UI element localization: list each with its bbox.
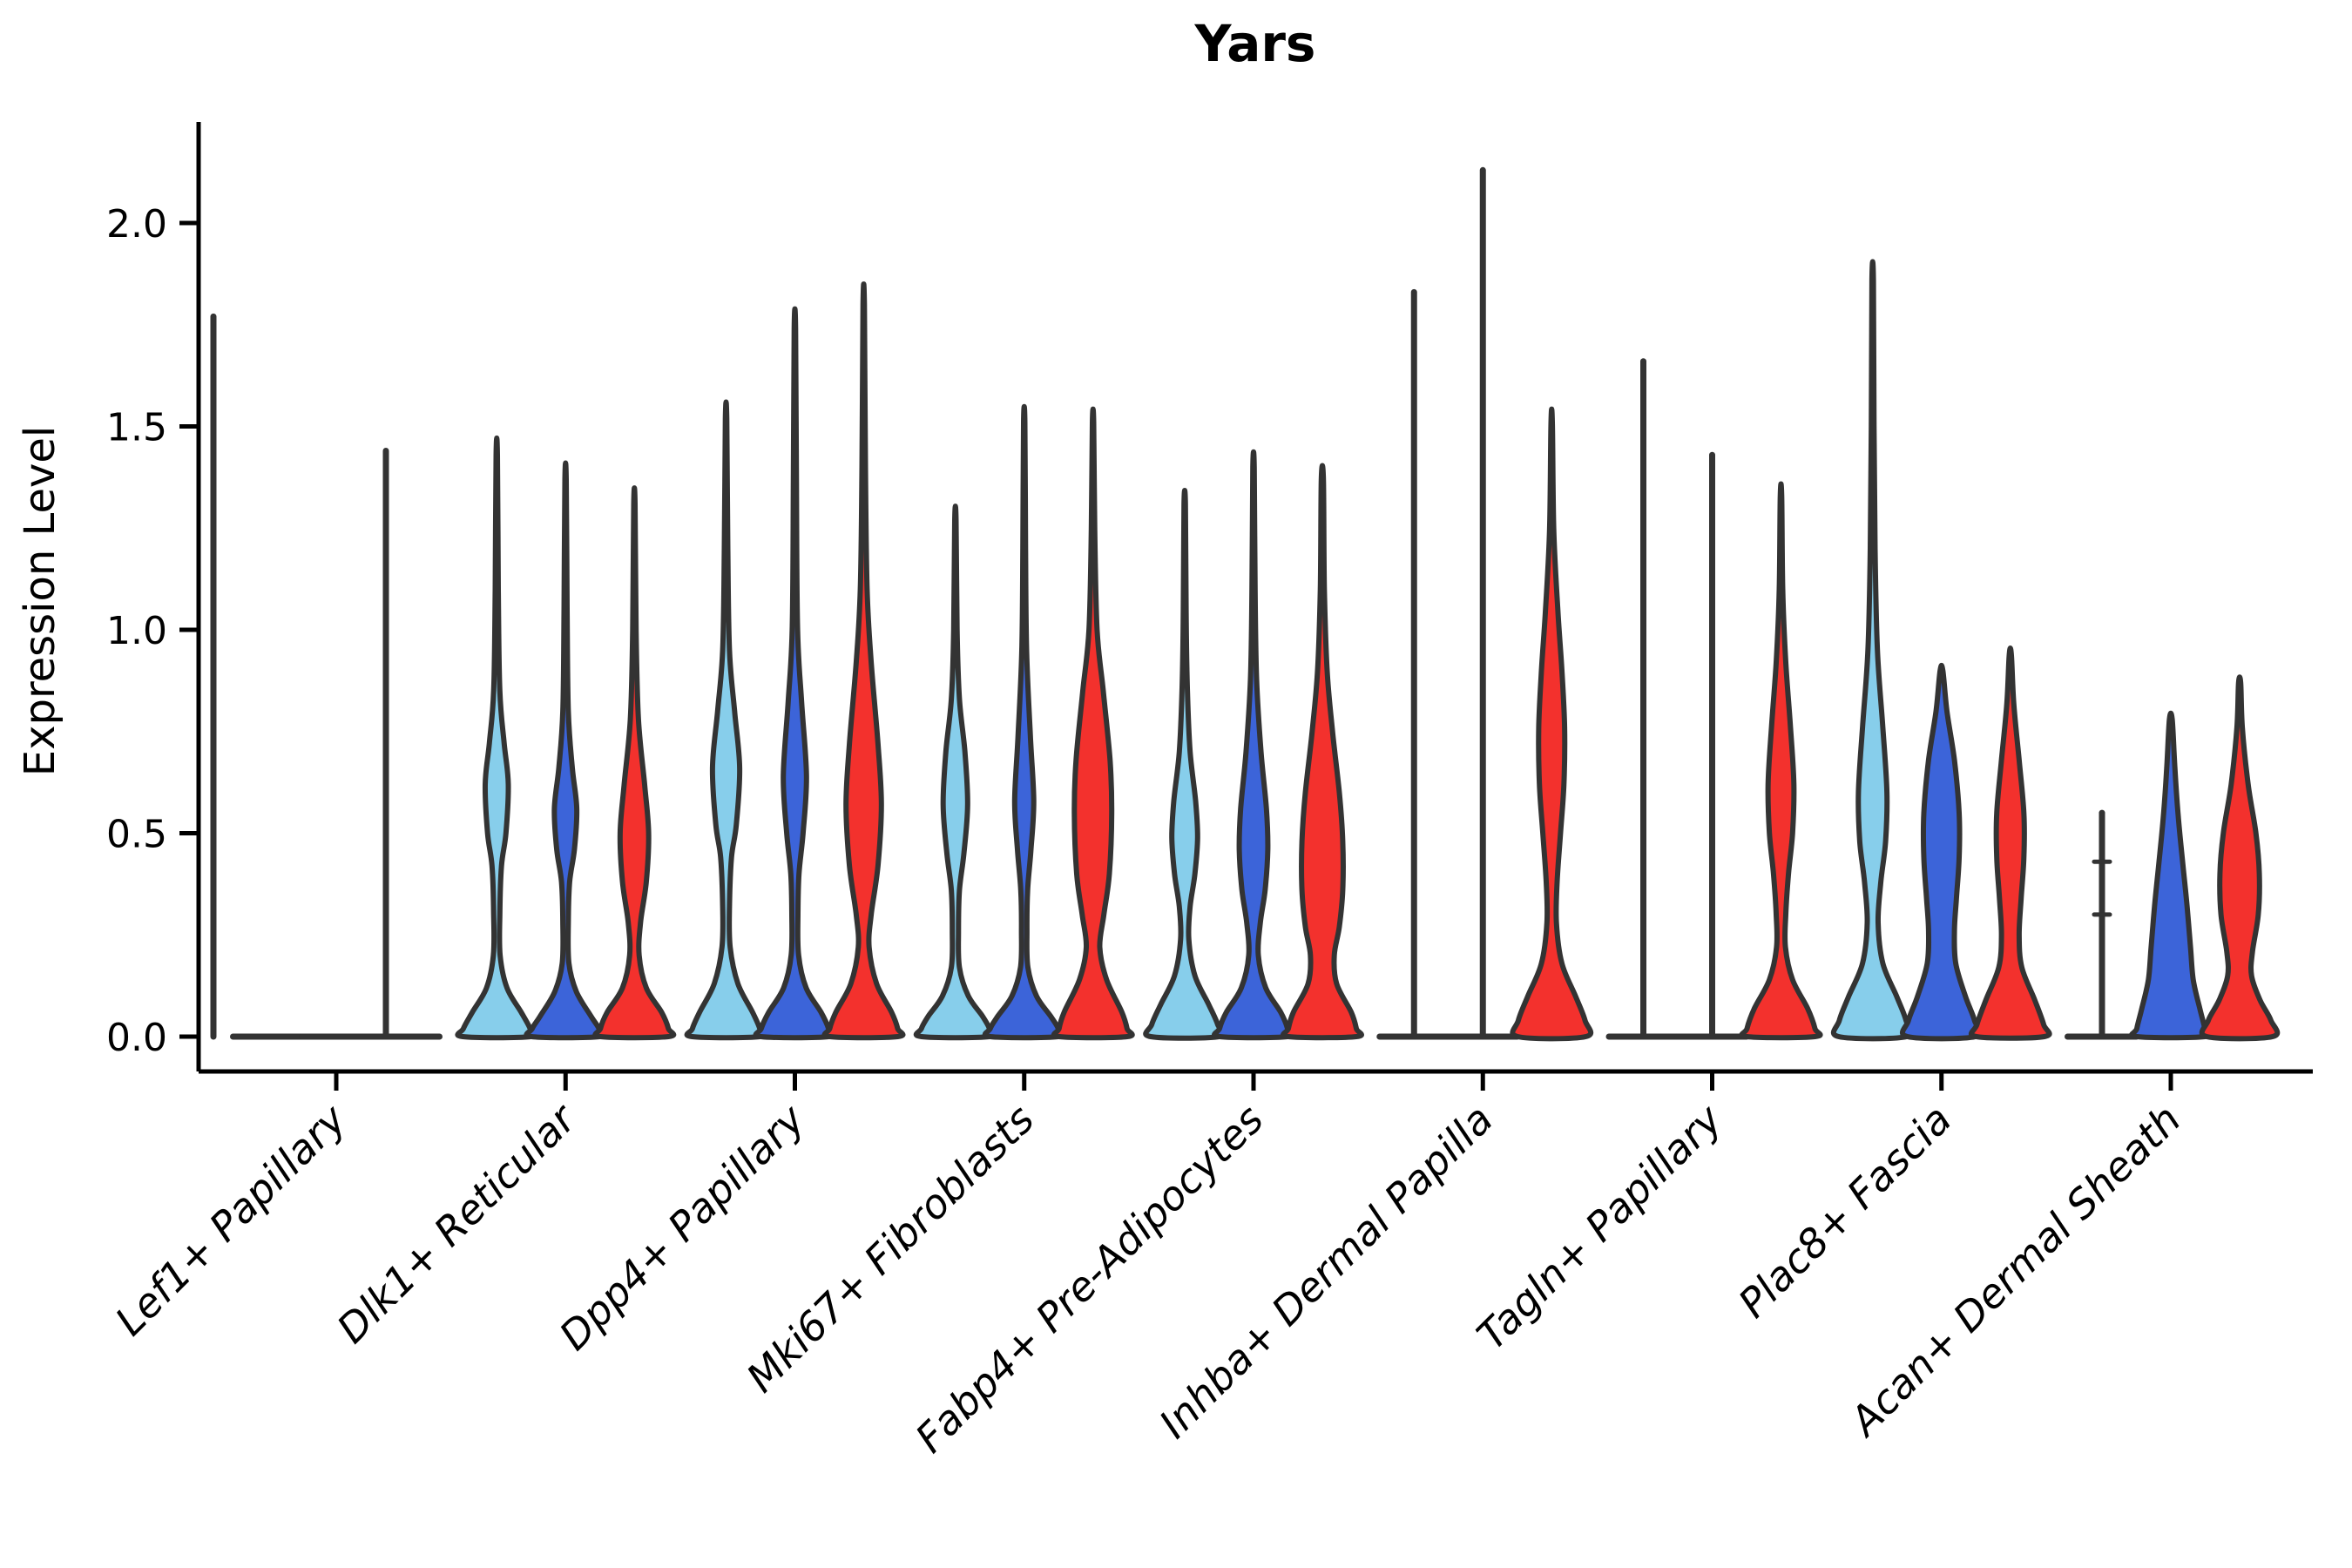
violin-3-3: [821, 281, 906, 1041]
chart-title: Yars: [1194, 14, 1316, 73]
x-tick-label: Plac8+ Fascia: [1729, 1096, 1960, 1327]
x-tick-label: Dlk1+ Reticular: [328, 1093, 586, 1352]
violin-2-1: [455, 435, 539, 1041]
y-tick-label: 2.0: [106, 202, 167, 247]
violin-6-3: [1510, 406, 1594, 1042]
y-tick-label: 1.5: [106, 406, 167, 450]
violin-4-2: [982, 403, 1066, 1041]
y-tick-label: 1.0: [106, 609, 167, 653]
violin-5-2: [1211, 449, 1296, 1041]
violin-8-3: [1968, 645, 2052, 1041]
violin-8-1: [1830, 259, 1915, 1042]
violin-4-3: [1051, 406, 1135, 1041]
violin-2-3: [592, 485, 677, 1041]
x-tick-label: Tagln+ Papillary: [1468, 1095, 1732, 1359]
violin-3-2: [753, 306, 837, 1041]
violin-4-1: [913, 504, 997, 1041]
y-tick-label: 0.0: [106, 1016, 167, 1060]
x-tick-label: Dpp4+ Papillary: [551, 1095, 814, 1359]
violin-3-1: [684, 399, 768, 1041]
violin-7-3: [1739, 481, 1823, 1041]
violin-9-2: [2129, 710, 2213, 1041]
violin-8-2: [1900, 662, 1984, 1042]
violin-9-3: [2199, 674, 2281, 1042]
violin-5-3: [1281, 463, 1364, 1041]
violin-5-1: [1143, 488, 1227, 1041]
y-axis-label: Expression Level: [16, 426, 64, 777]
x-tick-label: Lef1+ Papillary: [106, 1095, 355, 1344]
violin-2-2: [524, 460, 608, 1041]
y-tick-label: 0.5: [106, 813, 167, 857]
